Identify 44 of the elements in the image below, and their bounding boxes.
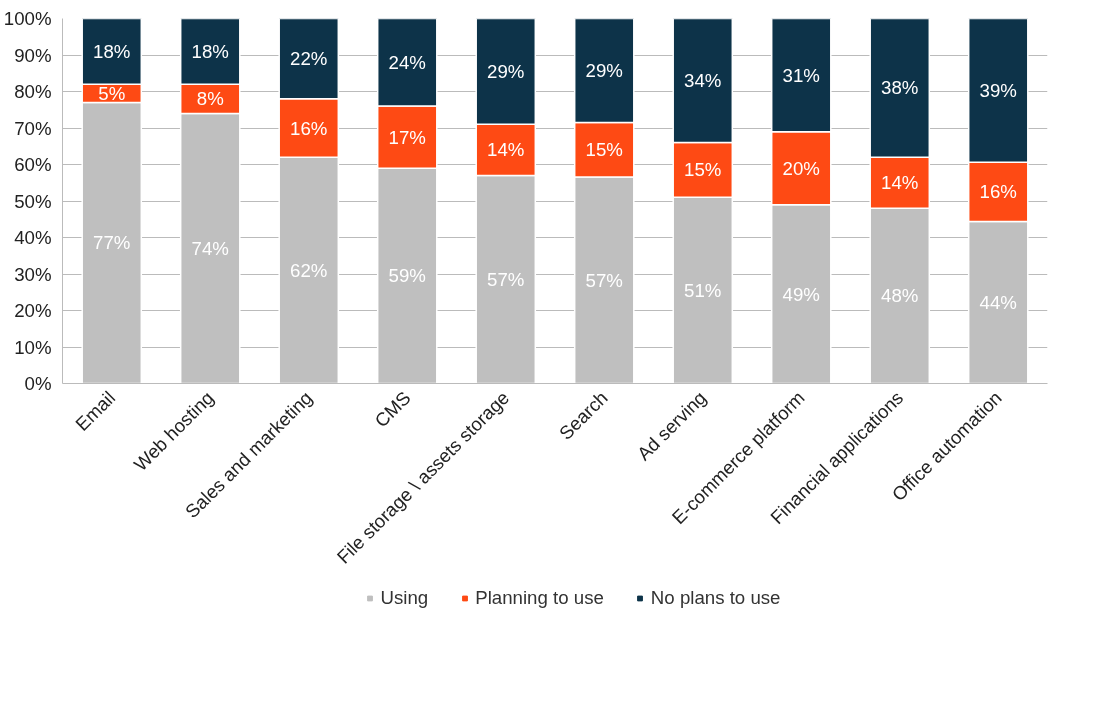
data-label: 77% bbox=[93, 232, 131, 254]
y-tick-label: 30% bbox=[14, 263, 52, 285]
data-label: 15% bbox=[585, 139, 623, 161]
data-label: 57% bbox=[487, 268, 525, 290]
y-tick-label: 80% bbox=[14, 81, 52, 102]
data-label: 29% bbox=[487, 60, 525, 82]
data-label: 74% bbox=[191, 237, 229, 259]
data-label: 39% bbox=[979, 79, 1017, 101]
data-label: 38% bbox=[881, 77, 919, 99]
data-label: 31% bbox=[782, 64, 820, 86]
data-label: 34% bbox=[684, 70, 722, 92]
data-label: 18% bbox=[93, 40, 131, 62]
data-label: 22% bbox=[290, 48, 328, 70]
legend-label: No plans to use bbox=[650, 587, 781, 609]
data-label: 62% bbox=[290, 259, 328, 281]
data-label: 16% bbox=[290, 117, 328, 139]
data-label: 20% bbox=[782, 157, 820, 179]
legend-label: Using bbox=[380, 587, 429, 609]
data-label: 14% bbox=[881, 172, 919, 194]
y-tick-label: 20% bbox=[14, 300, 52, 321]
y-tick-label: 100% bbox=[3, 8, 52, 29]
data-label: 57% bbox=[585, 269, 623, 291]
data-label: 59% bbox=[388, 265, 426, 287]
y-tick-label: 70% bbox=[14, 117, 52, 139]
data-label: 15% bbox=[684, 159, 722, 181]
y-tick-label: 10% bbox=[14, 336, 52, 358]
data-label: 44% bbox=[979, 291, 1017, 313]
data-label: 48% bbox=[881, 285, 919, 307]
data-label: 49% bbox=[782, 283, 820, 305]
data-label: 18% bbox=[191, 40, 229, 62]
y-tick-label: 90% bbox=[14, 44, 52, 66]
y-tick-label: 50% bbox=[14, 190, 52, 212]
legend-label: Planning to use bbox=[475, 587, 604, 609]
y-tick-label: 40% bbox=[14, 227, 52, 248]
y-tick-label: 60% bbox=[14, 154, 52, 175]
data-label: 16% bbox=[979, 181, 1017, 203]
data-label: 24% bbox=[388, 51, 426, 73]
data-label: 17% bbox=[388, 126, 426, 148]
data-label: 51% bbox=[684, 279, 722, 301]
data-label: 5% bbox=[98, 82, 126, 104]
data-label: 14% bbox=[487, 139, 525, 161]
y-tick-label: 0% bbox=[24, 373, 52, 394]
data-label: 29% bbox=[585, 60, 623, 82]
data-label: 8% bbox=[196, 88, 224, 110]
